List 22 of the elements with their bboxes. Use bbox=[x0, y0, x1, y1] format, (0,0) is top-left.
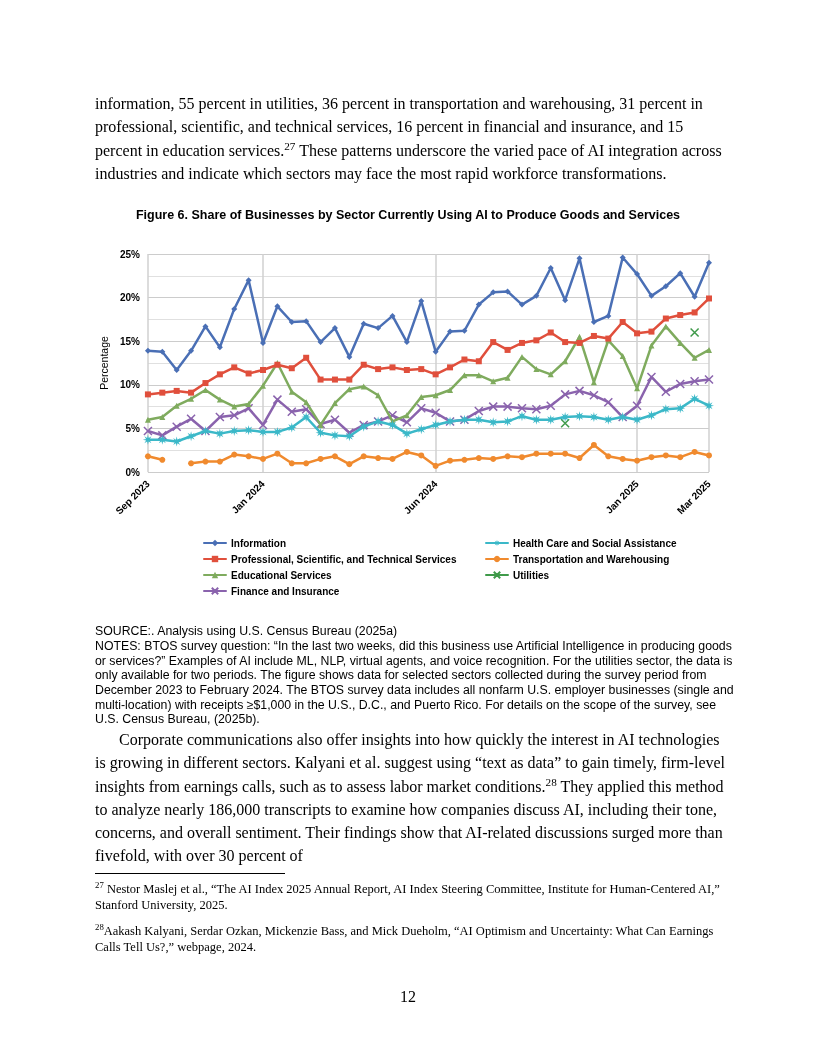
legend-label: Health Care and Social Assistance bbox=[513, 537, 678, 549]
y-tick-label: 15% bbox=[119, 335, 141, 347]
text: $^{28}$Aakash Kalyani, Serdar Ozkan, Mickenzie Bass, and Mick Dueholm, “AI Optimism and Uncertainty: What Can Earnings Calls Tell Us?,” webpage, 2024. bbox=[95, 921, 715, 955]
text: $^{27}$ Nestor Maslej et al., “The AI Index 2025 Annual Report, AI Index Steering Committee, Institute for Human-Centered AI,” Stanford University, 2025. bbox=[95, 879, 721, 913]
y-tick-label: 10% bbox=[119, 379, 141, 391]
legend-label: Transportation and Warehousing bbox=[513, 553, 670, 565]
text: NOTES: BTOS survey question: “In the last two weeks, did this business use Artificial Intelligence in producing goods or services?” Examples of AI include ML, NLP, virtual agents, and voice recognition. For the utilities sector, the data is only available for two periods. The figure shows data for selected sectors collected during the survey period from December 2023 to February 2024. The BTOS survey data includes all nonfarm U.S. employer businesses (single and multi-location) with receipts ≥$1,000 in the U.S., D.C., and Puerto Rico. For details on the scope of the survey, see U.S. Census Bureau, (2025b). bbox=[95, 639, 735, 727]
legend-label: Finance and Insurance bbox=[231, 585, 340, 597]
y-tick-label: 20% bbox=[119, 292, 141, 304]
legend-label: Professional, Scientific, and Technical Services bbox=[231, 553, 457, 565]
text: Corporate communications also offer insights into how quickly the interest in AI technologies is growing in different sectors. Kalyani et al. suggest using “text as data” to gain timely, firm-level insights from earnings calls, such as to assess labor market conditions.$^{28}$ They applied this method to analyze nearly 186,000 transcripts to examine how companies discuss AI, including their tone, concerns, and overall sentiment. Their findings show that AI-related discussions surged more than fivefold, with over 30 percent of bbox=[95, 730, 727, 867]
y-axis-title: Percentage bbox=[97, 335, 110, 390]
y-tick-label: 0% bbox=[125, 466, 141, 478]
text: 12 bbox=[399, 987, 417, 1007]
y-tick-label: 25% bbox=[119, 248, 141, 260]
legend-label: Educational Services bbox=[231, 569, 333, 581]
chart-title: Figure 6. Share of Businesses by Sector Currently Using AI to Produce Goods and Services bbox=[134, 208, 682, 222]
y-tick-label: 5% bbox=[125, 422, 141, 434]
legend-label: Information bbox=[231, 537, 286, 549]
source-note: SOURCE:. Analysis using U.S. Census Bureau (2025a) bbox=[95, 624, 399, 639]
text: information, 55 percent in utilities, 36 percent in transportation and warehousing, 31 percent in professional, scientific, and technical services, 16 percent in financial and insurance, and 15 percent in education services.$^{27}$ These patterns underscore the varied pace of AI integration across industries and indicate which sectors may face the most rapid workforce transformations. bbox=[95, 94, 723, 185]
legend-label: Utilities bbox=[513, 569, 550, 581]
